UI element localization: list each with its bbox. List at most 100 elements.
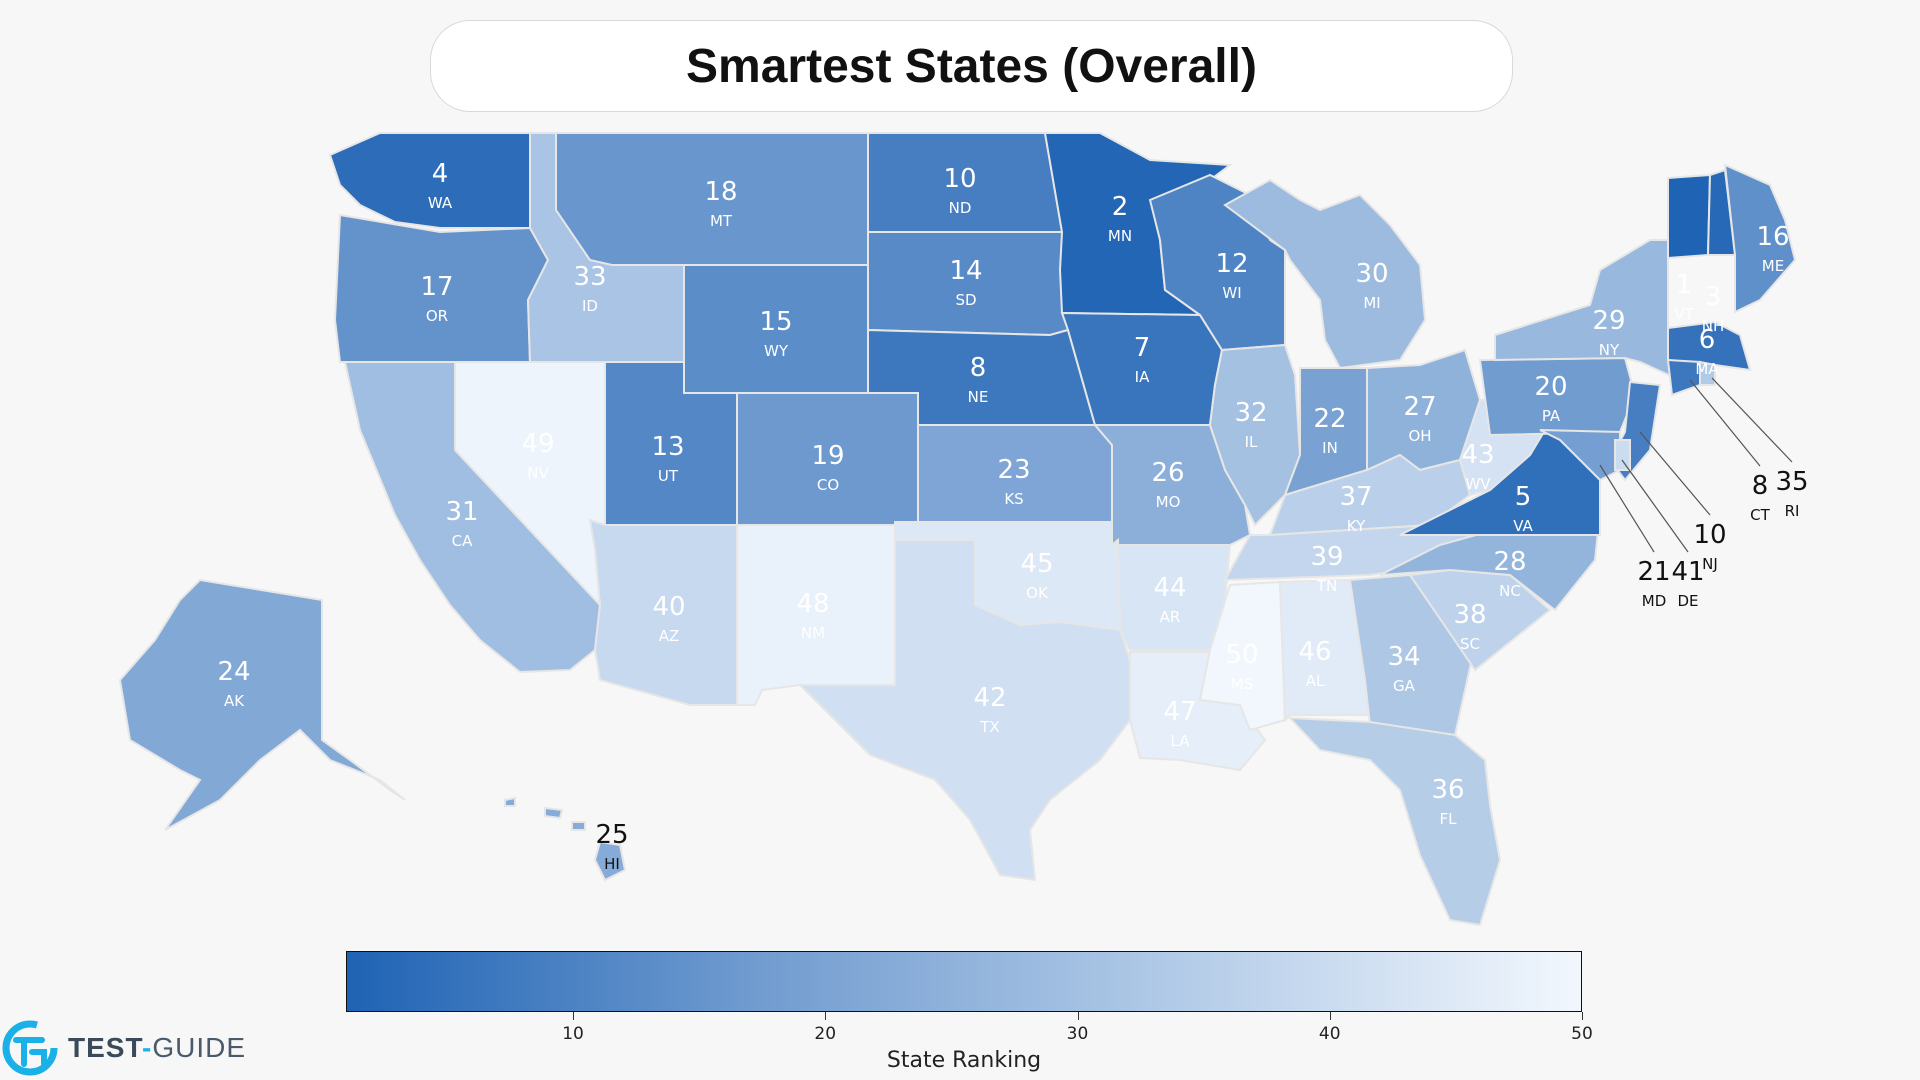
abbr-label-or: OR [426,307,448,325]
rank-label-oh: 27 [1403,392,1436,422]
abbr-label-ia: IA [1135,368,1150,386]
colorbar-tick-label: 40 [1318,1024,1341,1044]
colorbar-tick [1582,1012,1583,1020]
abbr-label-sd: SD [955,291,976,309]
rank-label-de: 41 [1671,557,1704,587]
rank-label-ct: 8 [1752,471,1769,501]
state-ar [1109,537,1232,651]
rank-label-wy: 15 [759,307,792,337]
rank-label-nv: 49 [521,429,554,459]
abbr-label-ky: KY [1347,517,1366,535]
rank-label-ok: 45 [1020,549,1053,579]
abbr-label-ga: GA [1393,677,1416,695]
abbr-label-nd: ND [949,199,972,217]
abbr-label-wi: WI [1222,284,1241,302]
state-hi-island-2 [571,821,586,831]
rank-label-tx: 42 [973,683,1006,713]
abbr-label-wv: WV [1465,475,1491,493]
colorbar-tick [825,1012,827,1020]
state-wa [328,132,531,229]
abbr-label-mt: MT [710,212,733,230]
rank-label-ri: 35 [1775,467,1808,497]
state-fl [1287,716,1502,927]
abbr-label-ri: RI [1785,502,1800,520]
abbr-label-nm: NM [801,624,825,642]
rank-label-nj: 10 [1693,520,1726,550]
rank-label-fl: 36 [1431,775,1464,805]
rank-label-ma: 6 [1699,325,1716,355]
rank-label-mn: 2 [1112,192,1129,222]
abbr-label-va: VA [1513,517,1533,535]
rank-label-or: 17 [420,272,453,302]
rank-label-md: 21 [1637,557,1670,587]
rank-label-nm: 48 [796,589,829,619]
abbr-label-nh: NH [1702,317,1725,335]
rank-label-ms: 50 [1225,640,1258,670]
rank-label-pa: 20 [1534,372,1567,402]
colorbar [346,951,1582,1012]
rank-label-nd: 10 [943,164,976,194]
abbr-label-tn: TN [1316,577,1337,595]
state-mi [1223,178,1427,370]
abbr-label-ok: OK [1026,584,1049,602]
abbr-label-nc: NC [1499,582,1521,600]
state-ak [118,578,406,831]
rank-label-ut: 13 [651,432,684,462]
abbr-label-de: DE [1677,592,1698,610]
abbr-label-ne: NE [968,388,989,406]
rank-label-tn: 39 [1310,542,1343,572]
abbr-label-ut: UT [658,467,679,485]
colorbar-tick [573,1012,575,1020]
rank-label-va: 5 [1515,482,1532,512]
state-tx [797,539,1131,882]
state-nc [1379,510,1602,612]
rank-label-il: 32 [1234,398,1267,428]
abbr-label-hi: HI [604,855,620,873]
state-md [1539,429,1621,482]
abbr-label-pa: PA [1542,407,1561,425]
abbr-label-ct: CT [1750,506,1770,524]
state-hi-island-1 [544,806,564,820]
logo-text: TEST-GUIDE [68,1032,247,1063]
abbr-label-co: CO [817,476,839,494]
rank-label-vt: 1 [1676,270,1693,300]
rank-label-sd: 14 [949,256,982,286]
rank-label-ne: 8 [970,353,987,383]
rank-label-ca: 31 [445,497,478,527]
rank-label-ny: 29 [1592,306,1625,336]
abbr-label-tx: TX [979,718,999,736]
rank-label-hi: 25 [595,820,628,850]
abbr-label-ak: AK [224,692,245,710]
abbr-label-id: ID [582,297,598,315]
leader-line-md [1599,464,1655,553]
rank-label-id: 33 [573,262,606,292]
abbr-label-vt: VT [1674,305,1694,323]
abbr-label-in: IN [1322,439,1338,457]
rank-label-ga: 34 [1387,642,1420,672]
rank-label-sc: 38 [1453,600,1486,630]
rank-label-la: 47 [1163,697,1196,727]
rank-label-ia: 7 [1134,333,1151,363]
abbr-label-wa: WA [428,194,453,212]
abbr-label-mn: MN [1108,227,1132,245]
rank-label-ks: 23 [997,455,1030,485]
leader-line-ri [1711,377,1793,463]
rank-label-in: 22 [1313,404,1346,434]
rank-label-mt: 18 [704,177,737,207]
abbr-label-nj: NJ [1702,555,1718,573]
rank-label-wa: 4 [432,159,449,189]
abbr-label-mi: MI [1363,294,1380,312]
rank-label-ak: 24 [217,657,250,687]
colorbar-tick-label: 10 [562,1024,584,1044]
rank-label-ky: 37 [1339,482,1372,512]
abbr-label-mo: MO [1156,493,1181,511]
abbr-label-ms: MS [1231,675,1253,693]
state-vt [1667,173,1712,260]
abbr-label-ks: KS [1004,490,1023,508]
abbr-label-fl: FL [1440,810,1458,828]
rank-label-ar: 44 [1153,573,1186,603]
rank-label-az: 40 [652,592,685,622]
abbr-label-ma: MA [1695,360,1719,378]
rank-label-mo: 26 [1151,458,1184,488]
abbr-label-az: AZ [659,627,680,645]
